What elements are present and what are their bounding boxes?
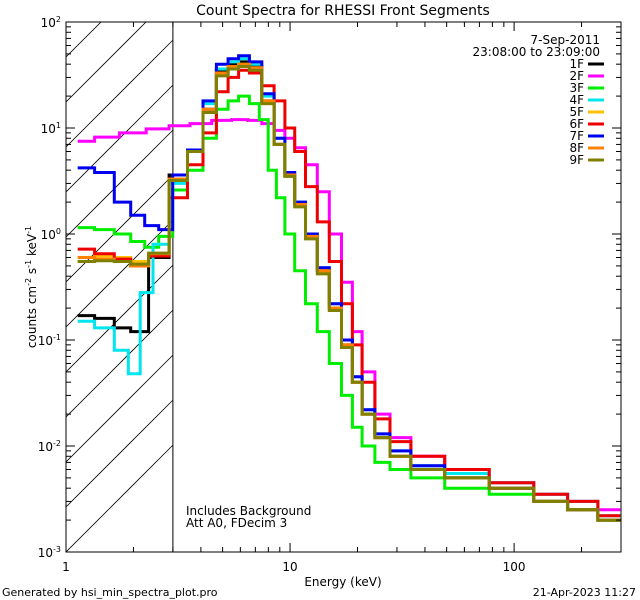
y-axis-label: counts cm-2 s-1 keV-1 <box>24 226 39 348</box>
series-4F <box>78 59 621 516</box>
hatch-line <box>66 310 173 417</box>
y-tick-label: 101 <box>41 121 61 136</box>
series-8F <box>78 64 621 520</box>
hatch-line <box>66 40 173 147</box>
hatch-line <box>66 265 173 372</box>
y-tick-label: 10-1 <box>38 333 61 348</box>
x-tick-labels: 1 10 100 <box>62 560 525 574</box>
footer-generated-by: Generated by hsi_min_spectra_plot.pro <box>2 586 218 599</box>
y-tick-label: 10-2 <box>38 439 61 454</box>
spectra-chart: Count Spectra for RHESSI Front Segments … <box>0 0 640 600</box>
y-tick-label: 10-3 <box>38 545 61 560</box>
series-group <box>78 56 621 520</box>
y-tick-label: 100 <box>41 227 61 242</box>
series-9F <box>78 67 621 521</box>
series-7F <box>78 56 621 520</box>
hatch-line <box>66 130 173 237</box>
series-5F <box>78 64 621 520</box>
series-6F <box>78 70 621 515</box>
x-tick-label: 1 <box>62 560 70 574</box>
hatch-line <box>66 220 173 327</box>
hatch-line <box>66 0 173 102</box>
hatch-line <box>66 400 173 507</box>
x-axis-label: Energy (keV) <box>304 575 381 589</box>
hatch-line <box>66 355 173 462</box>
y-tick-labels: 10-3 10-2 10-1 100 101 102 <box>38 15 61 560</box>
excluded-region-hatch <box>66 0 173 552</box>
x-tick-label: 100 <box>503 560 526 574</box>
x-tick-label: 10 <box>282 560 297 574</box>
legend-label-9F: 9F <box>569 153 584 167</box>
series-2F <box>78 120 621 510</box>
series-3F <box>78 96 621 520</box>
series-1F <box>78 62 621 520</box>
hatch-line <box>66 0 173 12</box>
y-tick-label: 102 <box>41 15 61 30</box>
hatch-line <box>66 445 173 552</box>
chart-title: Count Spectra for RHESSI Front Segments <box>196 3 490 19</box>
footer-timestamp: 21-Apr-2023 11:27 <box>533 586 636 599</box>
annotation-attenuator: Att A0, FDecim 3 <box>186 516 287 530</box>
